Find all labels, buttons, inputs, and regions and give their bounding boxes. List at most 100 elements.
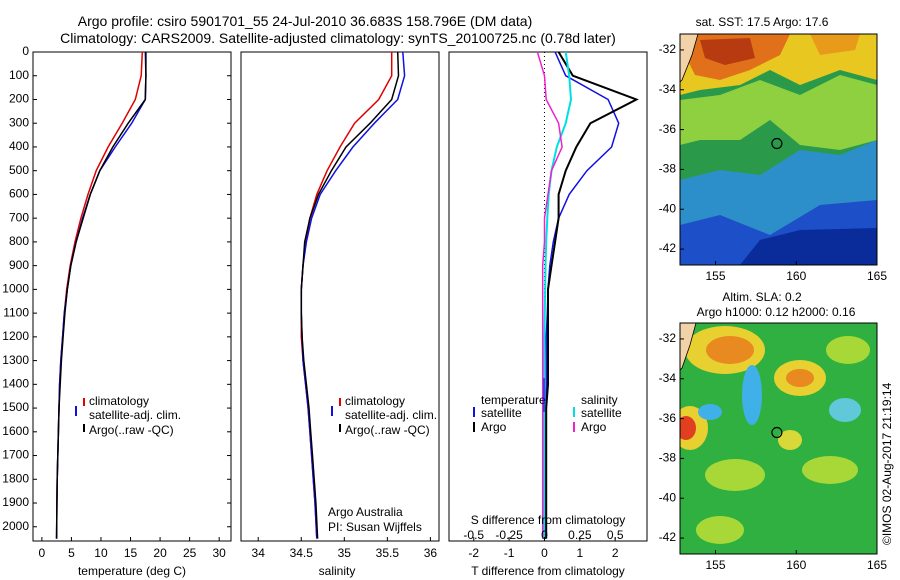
- depth-tick-label: 1400: [2, 377, 29, 391]
- depth-tick-label: 0: [22, 44, 29, 58]
- salinity-diff-tick-label: 0.5: [607, 528, 624, 542]
- salinity-diff-tick-label: -0.25: [495, 528, 523, 542]
- depth-tick-label: 1000: [2, 282, 29, 296]
- sla-mid-2: [705, 459, 765, 491]
- x-tick-label: 0: [541, 546, 548, 560]
- salinity-x-axis: 34 34.5 35 35.5 36: [252, 537, 438, 560]
- lon-tick-label: 160: [786, 558, 806, 572]
- float-position-marker: [771, 426, 783, 439]
- legend-label-satellite: satellite-adj. clim.: [89, 408, 181, 422]
- x-tick-label: 10: [94, 546, 108, 560]
- x-tick-label: 35.5: [376, 546, 400, 560]
- depth-tick-label: 1700: [2, 448, 29, 462]
- depth-tick-label: 1300: [2, 353, 29, 367]
- sla-mid-1: [826, 336, 870, 364]
- salinity-profiles: [300, 51, 406, 539]
- lon-tick-label: 165: [867, 269, 887, 283]
- salinity-panel: 34 34.5 35 35.5 36 salinity climatology sate…: [240, 51, 440, 578]
- lat-tick-label: -36: [659, 122, 677, 136]
- salinity-legend: climatology satellite-adj. clim. Argo(..…: [331, 394, 437, 437]
- depth-tick-label: 1900: [2, 495, 29, 509]
- depth-tick-label: 200: [9, 92, 29, 106]
- lon-tick-label: 155: [706, 558, 726, 572]
- lon-tick-label: 160: [786, 269, 806, 283]
- difference-panel: -0.5 -0.25 0 0.25 0.5 -2 -1 0 1 2 S difference f…: [448, 51, 648, 578]
- depth-tick-label: 100: [9, 68, 29, 82]
- salinity-diff-axis: -0.5 -0.25 0 0.25 0.5: [463, 528, 623, 542]
- sla-map-frame: [679, 322, 878, 555]
- lat-tick-label: -38: [659, 162, 677, 176]
- lat-tick-label: -38: [659, 451, 677, 465]
- x-tick-label: 0: [39, 546, 46, 560]
- sla-high-3-core: [680, 416, 696, 440]
- sla-low-3: [829, 398, 861, 422]
- legend-label-sal-argo: Argo: [581, 420, 607, 434]
- profile-line-2: [543, 51, 573, 539]
- sst-coldest-zone: [740, 228, 877, 265]
- sst-lon-axis: 155 160 165: [706, 261, 887, 283]
- temperature-diff-axis: -2 -1 0 1 2: [468, 537, 619, 560]
- pi-note: PI: Susan Wijffels: [328, 520, 422, 534]
- sla-mid-3: [802, 456, 858, 484]
- legend-label-satellite: satellite-adj. clim.: [345, 408, 437, 422]
- depth-tick-label: 500: [9, 163, 29, 177]
- x-tick-label: 25: [183, 546, 197, 560]
- sst-map: sat. SST: 17.5 Argo: 17.6 -32 -34 -36 -38 -4…: [659, 15, 888, 283]
- salinity-diff-tick-label: 0.25: [568, 528, 592, 542]
- depth-tick-label: 1600: [2, 424, 29, 438]
- depth-tick-label: 2000: [2, 519, 29, 533]
- legend-title-temperature: temperature: [481, 393, 546, 407]
- sla-low-1: [742, 365, 762, 425]
- sla-map: Altim. SLA: 0.2 Argo h1000: 0.12 h2000: …: [659, 290, 888, 572]
- difference-legend: temperature satellite Argo salinity sate…: [473, 378, 622, 434]
- salinity-diff-tick-label: 0: [541, 528, 548, 542]
- agency-note: Argo Australia: [328, 505, 403, 519]
- coastline: [680, 323, 697, 371]
- temperature-panel: 0100200300400500600700800900100011001200…: [2, 44, 647, 578]
- legend-label-climatology: climatology: [89, 394, 149, 408]
- sst-warm-patch: [810, 34, 860, 55]
- sla-map-title-2: Argo h1000: 0.12 h2000: 0.16: [697, 305, 856, 319]
- x-tick-label: -2: [468, 546, 479, 560]
- x-tick-label: 15: [124, 546, 138, 560]
- float-position-marker: [771, 137, 783, 150]
- difference-profiles: [536, 51, 639, 539]
- legend-label-argo: Argo(..raw -QC): [345, 423, 430, 437]
- sst-mild-zone: [680, 75, 877, 150]
- profile-line-2: [300, 51, 400, 539]
- x-tick-label: 36: [424, 546, 438, 560]
- sla-lat-axis: -32 -34 -36 -38 -40 -42: [659, 331, 684, 544]
- profile-line-3: [536, 51, 563, 539]
- sla-mid-5: [778, 430, 802, 450]
- sst-lat-axis: -32 -34 -36 -38 -40 -42: [659, 42, 684, 255]
- depth-tick-label: 700: [9, 210, 29, 224]
- legend-label-climatology: climatology: [345, 394, 405, 408]
- imos-timestamp: ©IMOS 02-Aug-2017 21:19:14: [880, 382, 894, 545]
- depth-tick-label: 400: [9, 139, 29, 153]
- sla-field: [680, 323, 877, 554]
- lat-tick-label: -42: [659, 241, 677, 255]
- depth-tick-label: 800: [9, 234, 29, 248]
- lat-tick-label: -32: [659, 331, 677, 345]
- lat-tick-label: -36: [659, 411, 677, 425]
- temperature-diff-label: T difference from climatology: [471, 564, 625, 578]
- x-tick-label: 35: [338, 546, 352, 560]
- x-tick-label: 5: [68, 546, 75, 560]
- lon-tick-label: 165: [867, 558, 887, 572]
- lat-tick-label: -40: [659, 201, 677, 215]
- x-tick-label: 34: [252, 546, 266, 560]
- lat-tick-label: -34: [659, 371, 677, 385]
- sla-lon-axis: 155 160 165: [706, 550, 887, 572]
- temperature-x-axis: 0 5 10 15 20 25 30: [39, 537, 226, 560]
- profile-line-2: [55, 52, 147, 539]
- x-tick-label: 30: [212, 546, 226, 560]
- depth-tick-label: 1100: [3, 305, 29, 319]
- legend-label-sal-satellite: satellite: [581, 406, 622, 420]
- depth-tick-label: 1800: [2, 471, 29, 485]
- header-line-2: Climatology: CARS2009. Satellite-adjuste…: [60, 30, 616, 46]
- legend-label-temp-satellite: satellite: [481, 406, 522, 420]
- sla-map-title-1: Altim. SLA: 0.2: [722, 290, 802, 304]
- temperature-plot-frame: [32, 51, 232, 542]
- sst-hot-core: [700, 38, 755, 65]
- depth-tick-label: 300: [9, 115, 29, 129]
